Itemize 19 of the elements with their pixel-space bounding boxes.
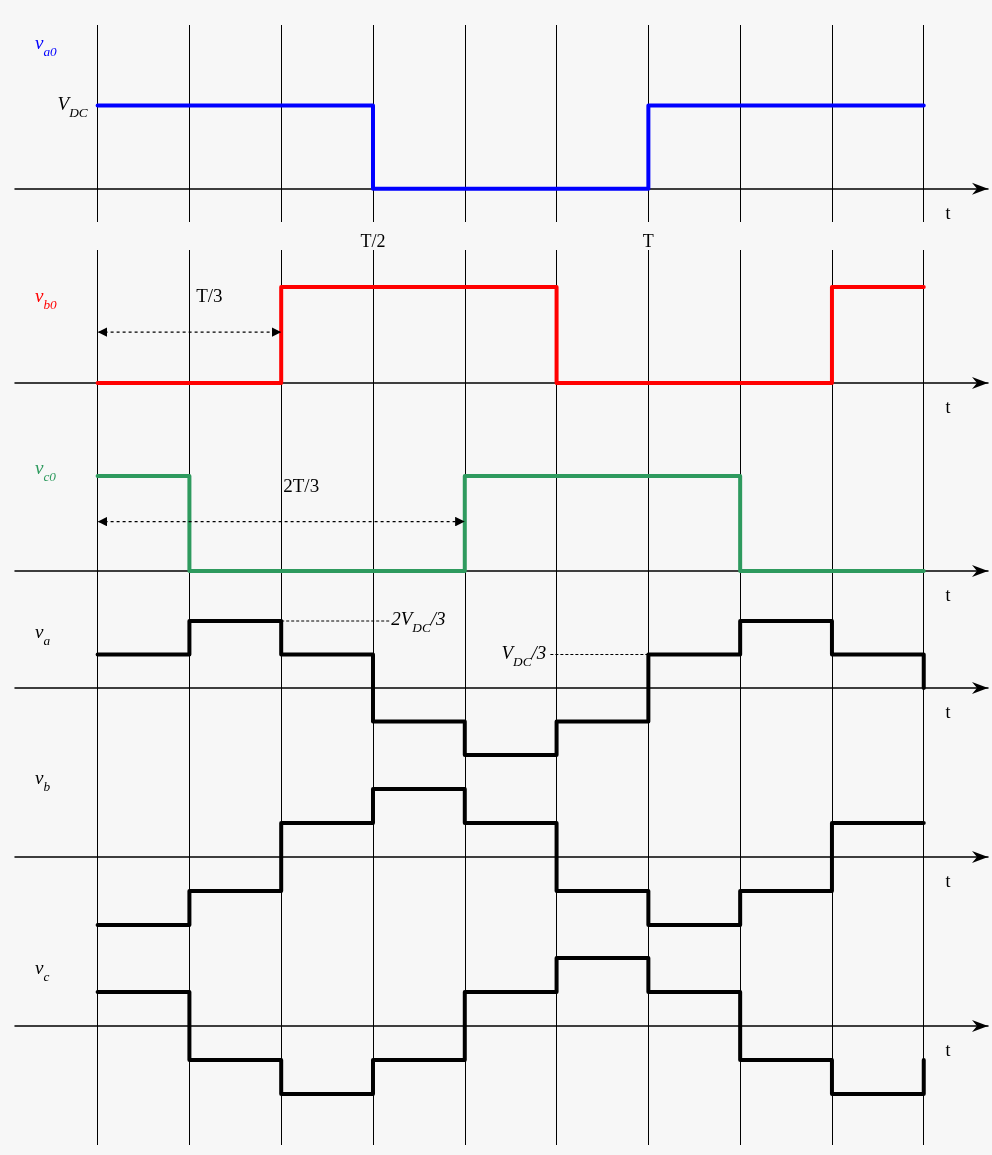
- y-axis-title: v$_{a0}$: [35, 32, 58, 59]
- annotation: T/3: [196, 285, 223, 307]
- x-axis-title: t: [945, 1040, 951, 1060]
- annotation: 2V$_{DC}$/3: [391, 608, 446, 635]
- x-axis-title: t: [945, 585, 951, 605]
- annotation: V$_{DC}$: [57, 92, 88, 120]
- annotation: V$_{DC}$/3: [501, 641, 547, 669]
- y-axis-title: v$_{b0}$: [35, 285, 58, 312]
- y-axis-title: v$_{c}$: [35, 957, 50, 984]
- annotation: 2T/3: [283, 474, 320, 496]
- x-tick-label: T/2: [360, 231, 386, 251]
- x-tick-label: T: [642, 231, 654, 251]
- y-axis-title: v$_{c0}$: [35, 457, 57, 484]
- x-axis-title: t: [945, 702, 951, 722]
- x-axis-title: t: [945, 397, 951, 417]
- y-axis-title: v$_{b}$: [35, 767, 51, 794]
- x-axis-title: t: [945, 202, 951, 223]
- y-axis-title: v$_{a}$: [35, 621, 51, 648]
- x-axis-title: t: [945, 871, 951, 891]
